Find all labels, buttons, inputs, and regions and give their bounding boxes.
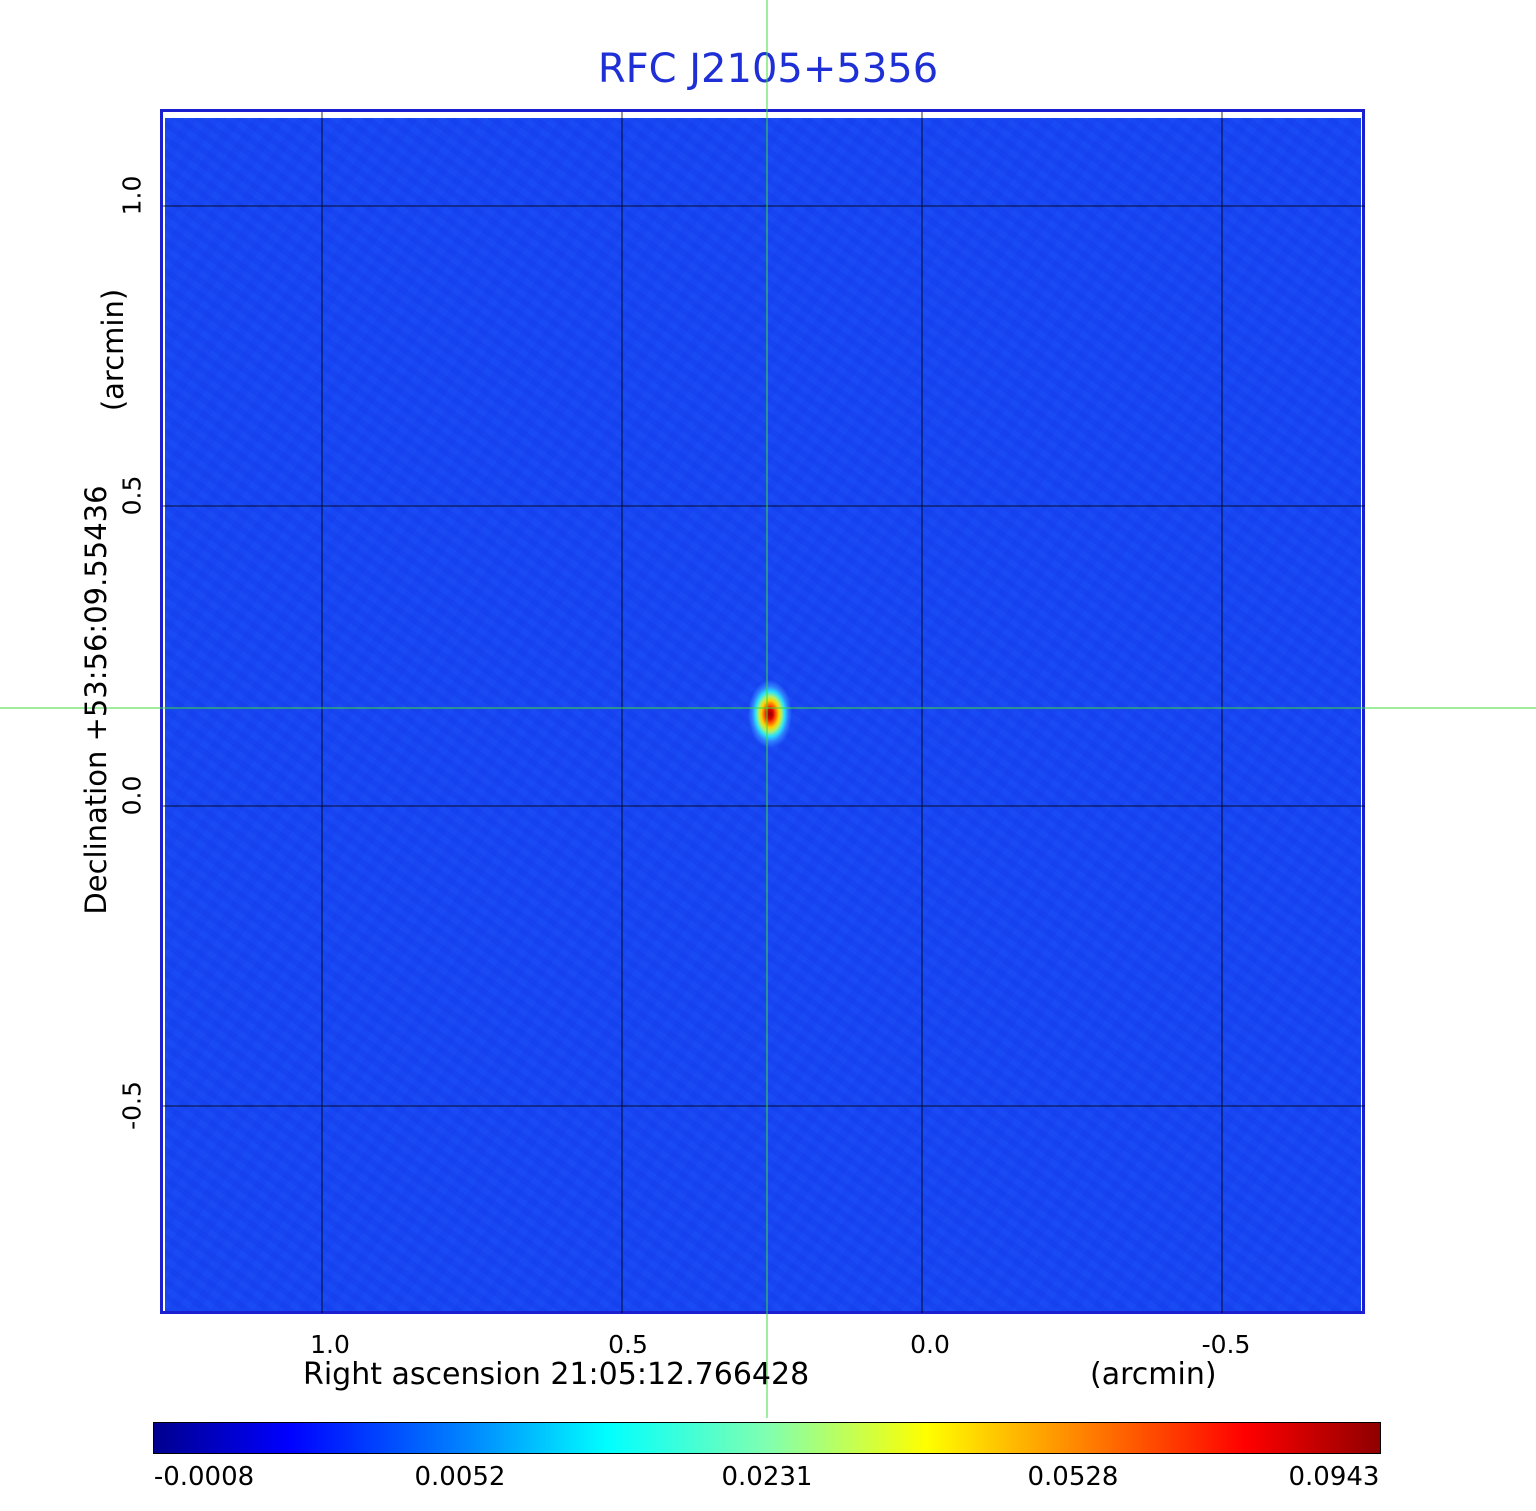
y-tick-label: 1.0: [117, 175, 147, 216]
colorbar-tick-label: 0.0231: [721, 1462, 813, 1492]
y-tick-label: 0.5: [117, 475, 147, 516]
colorbar-tick-label: -0.0008: [153, 1462, 255, 1492]
y-tick-label: -0.5: [117, 1081, 147, 1130]
colorbar-tick-label: 0.0943: [1288, 1462, 1380, 1492]
x-tick-label: -0.5: [1201, 1330, 1251, 1359]
x-axis-units: (arcmin): [1090, 1357, 1217, 1392]
y-tick-label: 0.0: [117, 775, 147, 816]
grid-lines: [163, 112, 1365, 1313]
y-axis-units: (arcmin): [96, 288, 130, 412]
chart-title: RFC J2105+5356: [597, 46, 939, 92]
bright-source-blob: [745, 677, 795, 751]
x-axis-label: Right ascension 21:05:12.766428: [303, 1357, 810, 1392]
x-tick-label: 1.0: [310, 1330, 350, 1359]
crosshair: [0, 0, 1536, 1418]
colorbar: [153, 1422, 1381, 1454]
x-tick-label: 0.5: [608, 1330, 648, 1359]
y-axis-label: Declination +53:56:09.55436: [79, 485, 113, 915]
image-map-frame[interactable]: [160, 109, 1365, 1314]
colorbar-tick-label: 0.0052: [414, 1462, 506, 1492]
colorbar-tick-label: 0.0528: [1027, 1462, 1119, 1492]
x-tick-label: 0.0: [910, 1330, 950, 1359]
